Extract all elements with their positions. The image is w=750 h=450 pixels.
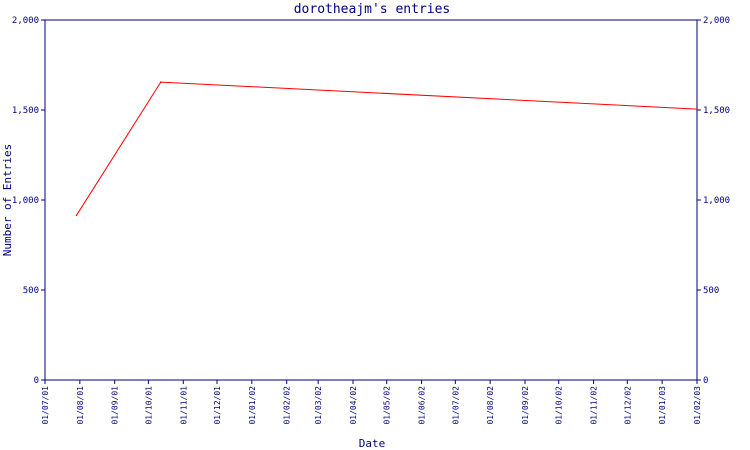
entries-data-point xyxy=(696,108,698,110)
x-tick-label: 01/01/02 xyxy=(248,386,257,425)
entries-data-point xyxy=(75,214,78,217)
y-tick-label-left: 1,000 xyxy=(12,196,39,206)
x-tick-label: 01/11/01 xyxy=(179,386,188,425)
y-tick-label-left: 500 xyxy=(23,286,39,296)
entries-series-line xyxy=(76,81,698,216)
x-tick-label: 01/02/03 xyxy=(693,386,702,425)
x-tick-label: 01/09/01 xyxy=(111,386,120,425)
y-tick-label-right: 1,000 xyxy=(703,196,730,206)
x-tick-label: 01/01/03 xyxy=(658,386,667,425)
x-tick-label: 01/07/02 xyxy=(451,386,460,425)
plot-area: 0 0 500 500 1,000 1,000 1,500 1,500 2,000 2,000 01… xyxy=(12,16,730,425)
x-tick-label: 01/07/01 xyxy=(41,386,50,425)
x-tick-label: 01/08/02 xyxy=(486,386,495,425)
x-tick-label: 01/04/02 xyxy=(349,386,358,425)
x-tick-label: 01/08/01 xyxy=(76,386,85,425)
x-tick-label: 01/11/02 xyxy=(590,386,599,425)
x-tick-label: 01/06/02 xyxy=(418,386,427,425)
y-tick-label-right: 500 xyxy=(703,286,719,296)
x-tick-label: 01/05/02 xyxy=(383,386,392,425)
y-tick-label-left: 1,500 xyxy=(12,106,39,116)
y-tick-label-right: 2,000 xyxy=(703,16,730,26)
y-axis-label: Number of Entries xyxy=(1,144,14,257)
x-tick-label: 01/03/02 xyxy=(314,386,323,425)
x-tick-label: 01/10/02 xyxy=(555,386,564,425)
y-tick-label-left: 0 xyxy=(34,376,39,386)
chart-title: dorotheajm's entries xyxy=(294,2,451,17)
y-tick-label-right: 1,500 xyxy=(703,106,730,116)
x-tick-label: 01/09/02 xyxy=(521,386,530,425)
y-tick-label-left: 2,000 xyxy=(12,16,39,26)
x-tick-label: 01/02/02 xyxy=(283,386,292,425)
entries-data-point xyxy=(159,81,162,83)
x-tick-label: 01/12/01 xyxy=(213,386,222,425)
plot-frame xyxy=(44,19,698,381)
x-tick-label: 01/10/01 xyxy=(144,386,153,425)
x-tick-label: 01/12/02 xyxy=(623,386,632,425)
x-axis-label: Date xyxy=(359,437,386,450)
y-tick-label-right: 0 xyxy=(703,376,708,386)
